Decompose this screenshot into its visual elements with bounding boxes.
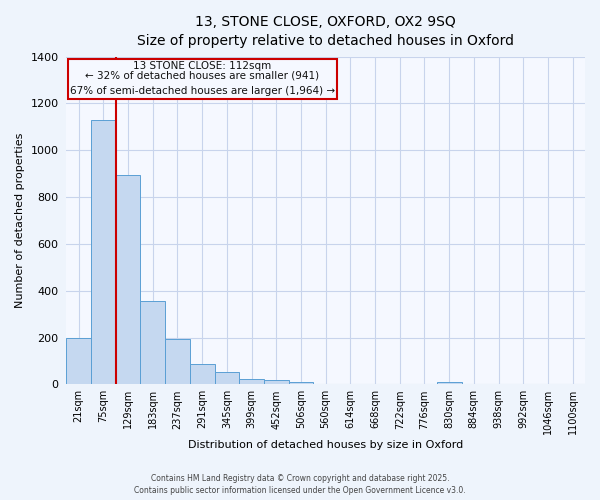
Bar: [264, 380, 289, 384]
Y-axis label: Number of detached properties: Number of detached properties: [15, 133, 25, 308]
Bar: [165, 338, 190, 384]
Title: 13, STONE CLOSE, OXFORD, OX2 9SQ
Size of property relative to detached houses in: 13, STONE CLOSE, OXFORD, OX2 9SQ Size of…: [137, 15, 514, 48]
Bar: [437, 382, 461, 384]
Text: 67% of semi-detached houses are larger (1,964) →: 67% of semi-detached houses are larger (…: [70, 86, 335, 97]
FancyBboxPatch shape: [68, 60, 337, 99]
Text: ← 32% of detached houses are smaller (941): ← 32% of detached houses are smaller (94…: [85, 71, 319, 81]
Bar: [116, 176, 140, 384]
Bar: [140, 302, 165, 384]
Text: Contains HM Land Registry data © Crown copyright and database right 2025.
Contai: Contains HM Land Registry data © Crown c…: [134, 474, 466, 495]
Bar: [91, 120, 116, 384]
Bar: [239, 379, 264, 384]
X-axis label: Distribution of detached houses by size in Oxford: Distribution of detached houses by size …: [188, 440, 463, 450]
Bar: [215, 372, 239, 384]
Bar: [190, 364, 215, 384]
Bar: [289, 382, 313, 384]
Text: 13 STONE CLOSE: 112sqm: 13 STONE CLOSE: 112sqm: [133, 62, 271, 72]
Bar: [67, 338, 91, 384]
